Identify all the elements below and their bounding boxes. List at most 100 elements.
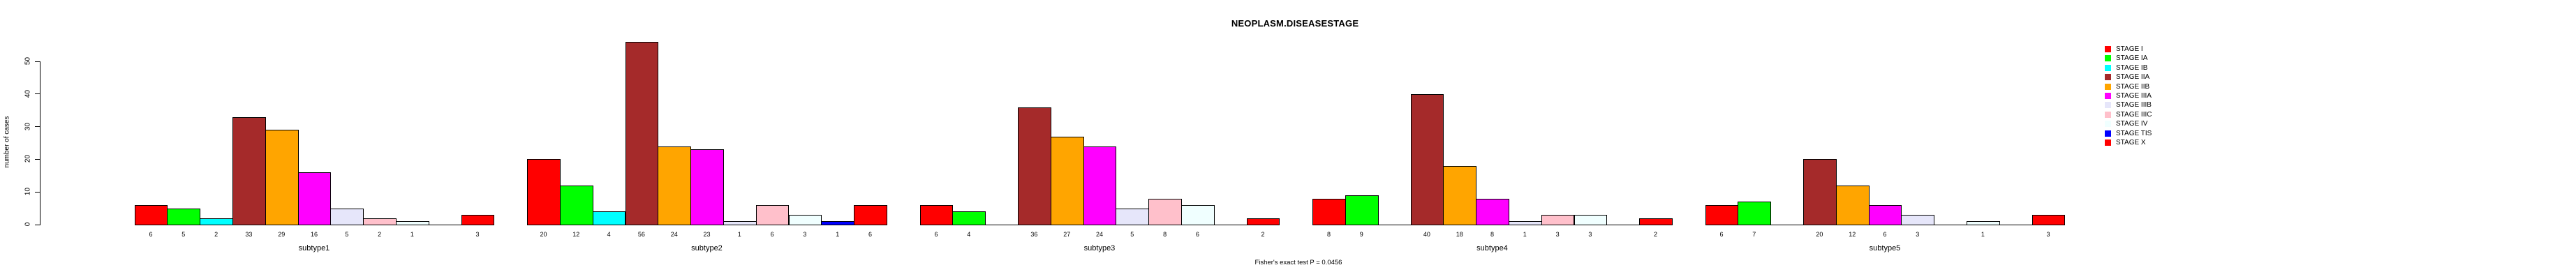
bar-subtype2-stage-iib xyxy=(658,146,692,225)
bar-subtype2-stage-ib xyxy=(592,211,626,225)
bar-value-label: 3 xyxy=(2046,231,2050,238)
bar-subtype3-stage-iib xyxy=(1050,136,1084,225)
bar-subtype2-stage-iiic xyxy=(755,204,790,225)
bar-value-label: 8 xyxy=(1326,231,1331,238)
bar-value-label: 6 xyxy=(1719,231,1724,238)
bar-subtype4-stage-iiic xyxy=(1541,214,1575,225)
bar-subtype4-stage-i xyxy=(1312,198,1346,225)
legend-label: STAGE IIB xyxy=(2116,82,2150,91)
legend-label: STAGE I xyxy=(2116,45,2143,53)
bar-value-label: 6 xyxy=(1883,231,1887,238)
bar-value-label: 18 xyxy=(1456,231,1463,238)
bar-subtype2-stage-iiia xyxy=(690,149,724,225)
bar-subtype4-stage-ia xyxy=(1345,195,1379,225)
bar-subtype3-stage-iv xyxy=(1181,204,1215,225)
bar-value-label: 24 xyxy=(1095,231,1103,238)
bar-subtype5-stage-iv xyxy=(1967,221,2000,225)
legend-swatch-stage-i xyxy=(2105,46,2111,52)
bar-subtype4-stage-iv xyxy=(1574,214,1608,225)
bar-subtype5-stage-iiia xyxy=(1868,204,1902,225)
bar-value-label: 1 xyxy=(1981,231,1985,238)
bar-subtype1-stage-iia xyxy=(232,116,266,225)
legend-label: STAGE IIIA xyxy=(2116,92,2152,100)
bar-subtype2-stage-tis xyxy=(821,221,855,225)
chart-title: NEOPLASM.DISEASESTAGE xyxy=(1231,18,1359,29)
legend-swatch-stage-ia xyxy=(2105,55,2111,62)
bar-subtype3-stage-ia xyxy=(952,211,986,225)
bar-value-label: 6 xyxy=(1195,231,1199,238)
legend-swatch-stage-iv xyxy=(2105,121,2111,128)
bar-value-label: 56 xyxy=(637,231,645,238)
y-axis-tick xyxy=(35,126,40,128)
legend-swatch-stage-iib xyxy=(2105,83,2111,90)
bar-subtype1-stage-ia xyxy=(167,208,201,225)
legend-swatch-stage-iia xyxy=(2105,74,2111,81)
bar-value-label: 3 xyxy=(1588,231,1592,238)
bar-value-label: 6 xyxy=(868,231,872,238)
bar-subtype3-stage-i xyxy=(919,204,954,225)
legend-swatch-stage-iiib xyxy=(2105,102,2111,109)
legend-swatch-stage-tis xyxy=(2105,130,2111,137)
bar-value-label: 6 xyxy=(149,231,153,238)
bar-value-label: 5 xyxy=(182,231,186,238)
bar-value-label: 33 xyxy=(245,231,253,238)
bar-value-label: 29 xyxy=(278,231,286,238)
bar-value-label: 5 xyxy=(345,231,349,238)
bar-value-label: 3 xyxy=(1555,231,1560,238)
bar-subtype4-stage-iiia xyxy=(1476,198,1509,225)
bar-value-label: 7 xyxy=(1752,231,1756,238)
legend-swatch-stage-ib xyxy=(2105,64,2111,71)
y-axis-tick-label: 0 xyxy=(24,222,32,227)
bar-subtype1-stage-ib xyxy=(200,218,233,225)
bar-subtype3-stage-iia xyxy=(1018,107,1051,225)
legend-swatch-stage-iiic xyxy=(2105,111,2111,118)
bar-value-label: 2 xyxy=(378,231,382,238)
bar-subtype5-stage-iib xyxy=(1835,185,1870,225)
bar-subtype5-stage-iiib xyxy=(1901,214,1935,225)
bar-subtype4-stage-iiib xyxy=(1508,221,1542,225)
bar-subtype1-stage-iiic xyxy=(363,218,397,225)
x-axis-category-label: subtype2 xyxy=(691,244,723,252)
y-axis-tick-label: 20 xyxy=(24,155,32,163)
legend-label: STAGE TIS xyxy=(2116,129,2152,137)
bar-value-label: 20 xyxy=(540,231,547,238)
bar-value-label: 5 xyxy=(1130,231,1134,238)
bar-value-label: 24 xyxy=(670,231,678,238)
bar-subtype5-stage-i xyxy=(1705,204,1739,225)
bar-subtype2-stage-ia xyxy=(559,185,593,225)
y-axis-tick-label: 10 xyxy=(24,188,32,196)
bar-subtype3-stage-iiic xyxy=(1148,198,1182,225)
bar-subtype4-stage-iia xyxy=(1410,93,1444,225)
bar-value-label: 3 xyxy=(1916,231,1920,238)
y-axis-title: number of cases xyxy=(3,116,11,168)
legend-label: STAGE IIA xyxy=(2116,73,2150,82)
x-axis-category-label: subtype5 xyxy=(1869,244,1901,252)
bar-value-label: 2 xyxy=(214,231,219,238)
bar-value-label: 4 xyxy=(607,231,611,238)
bar-subtype5-stage-x xyxy=(2031,214,2066,225)
bar-value-label: 6 xyxy=(770,231,774,238)
bar-value-label: 36 xyxy=(1030,231,1038,238)
legend-label: STAGE IB xyxy=(2116,63,2148,72)
bar-value-label: 23 xyxy=(703,231,711,238)
bar-subtype1-stage-iib xyxy=(265,130,299,225)
legend-label: STAGE X xyxy=(2116,139,2146,146)
x-axis-category-label: subtype4 xyxy=(1476,244,1508,252)
legend-swatch-stage-iiia xyxy=(2105,93,2111,99)
y-axis-tick-label: 40 xyxy=(24,89,32,98)
bar-value-label: 6 xyxy=(934,231,938,238)
bar-subtype2-stage-iia xyxy=(625,41,659,225)
legend-label: STAGE IA xyxy=(2116,54,2148,63)
x-axis-category-label: subtype1 xyxy=(298,244,330,252)
y-axis-tick xyxy=(35,158,40,160)
bar-subtype2-stage-iv xyxy=(788,214,822,225)
bar-subtype5-stage-iia xyxy=(1803,159,1837,225)
bar-value-label: 3 xyxy=(475,231,480,238)
bar-value-label: 1 xyxy=(410,231,414,238)
bar-value-label: 4 xyxy=(967,231,971,238)
bar-subtype1-stage-x xyxy=(461,214,495,225)
fisher-test-annotation: Fisher's exact test P = 0.0456 xyxy=(1254,259,1342,266)
bar-value-label: 1 xyxy=(737,231,741,238)
y-axis-tick-label: 30 xyxy=(24,122,32,130)
